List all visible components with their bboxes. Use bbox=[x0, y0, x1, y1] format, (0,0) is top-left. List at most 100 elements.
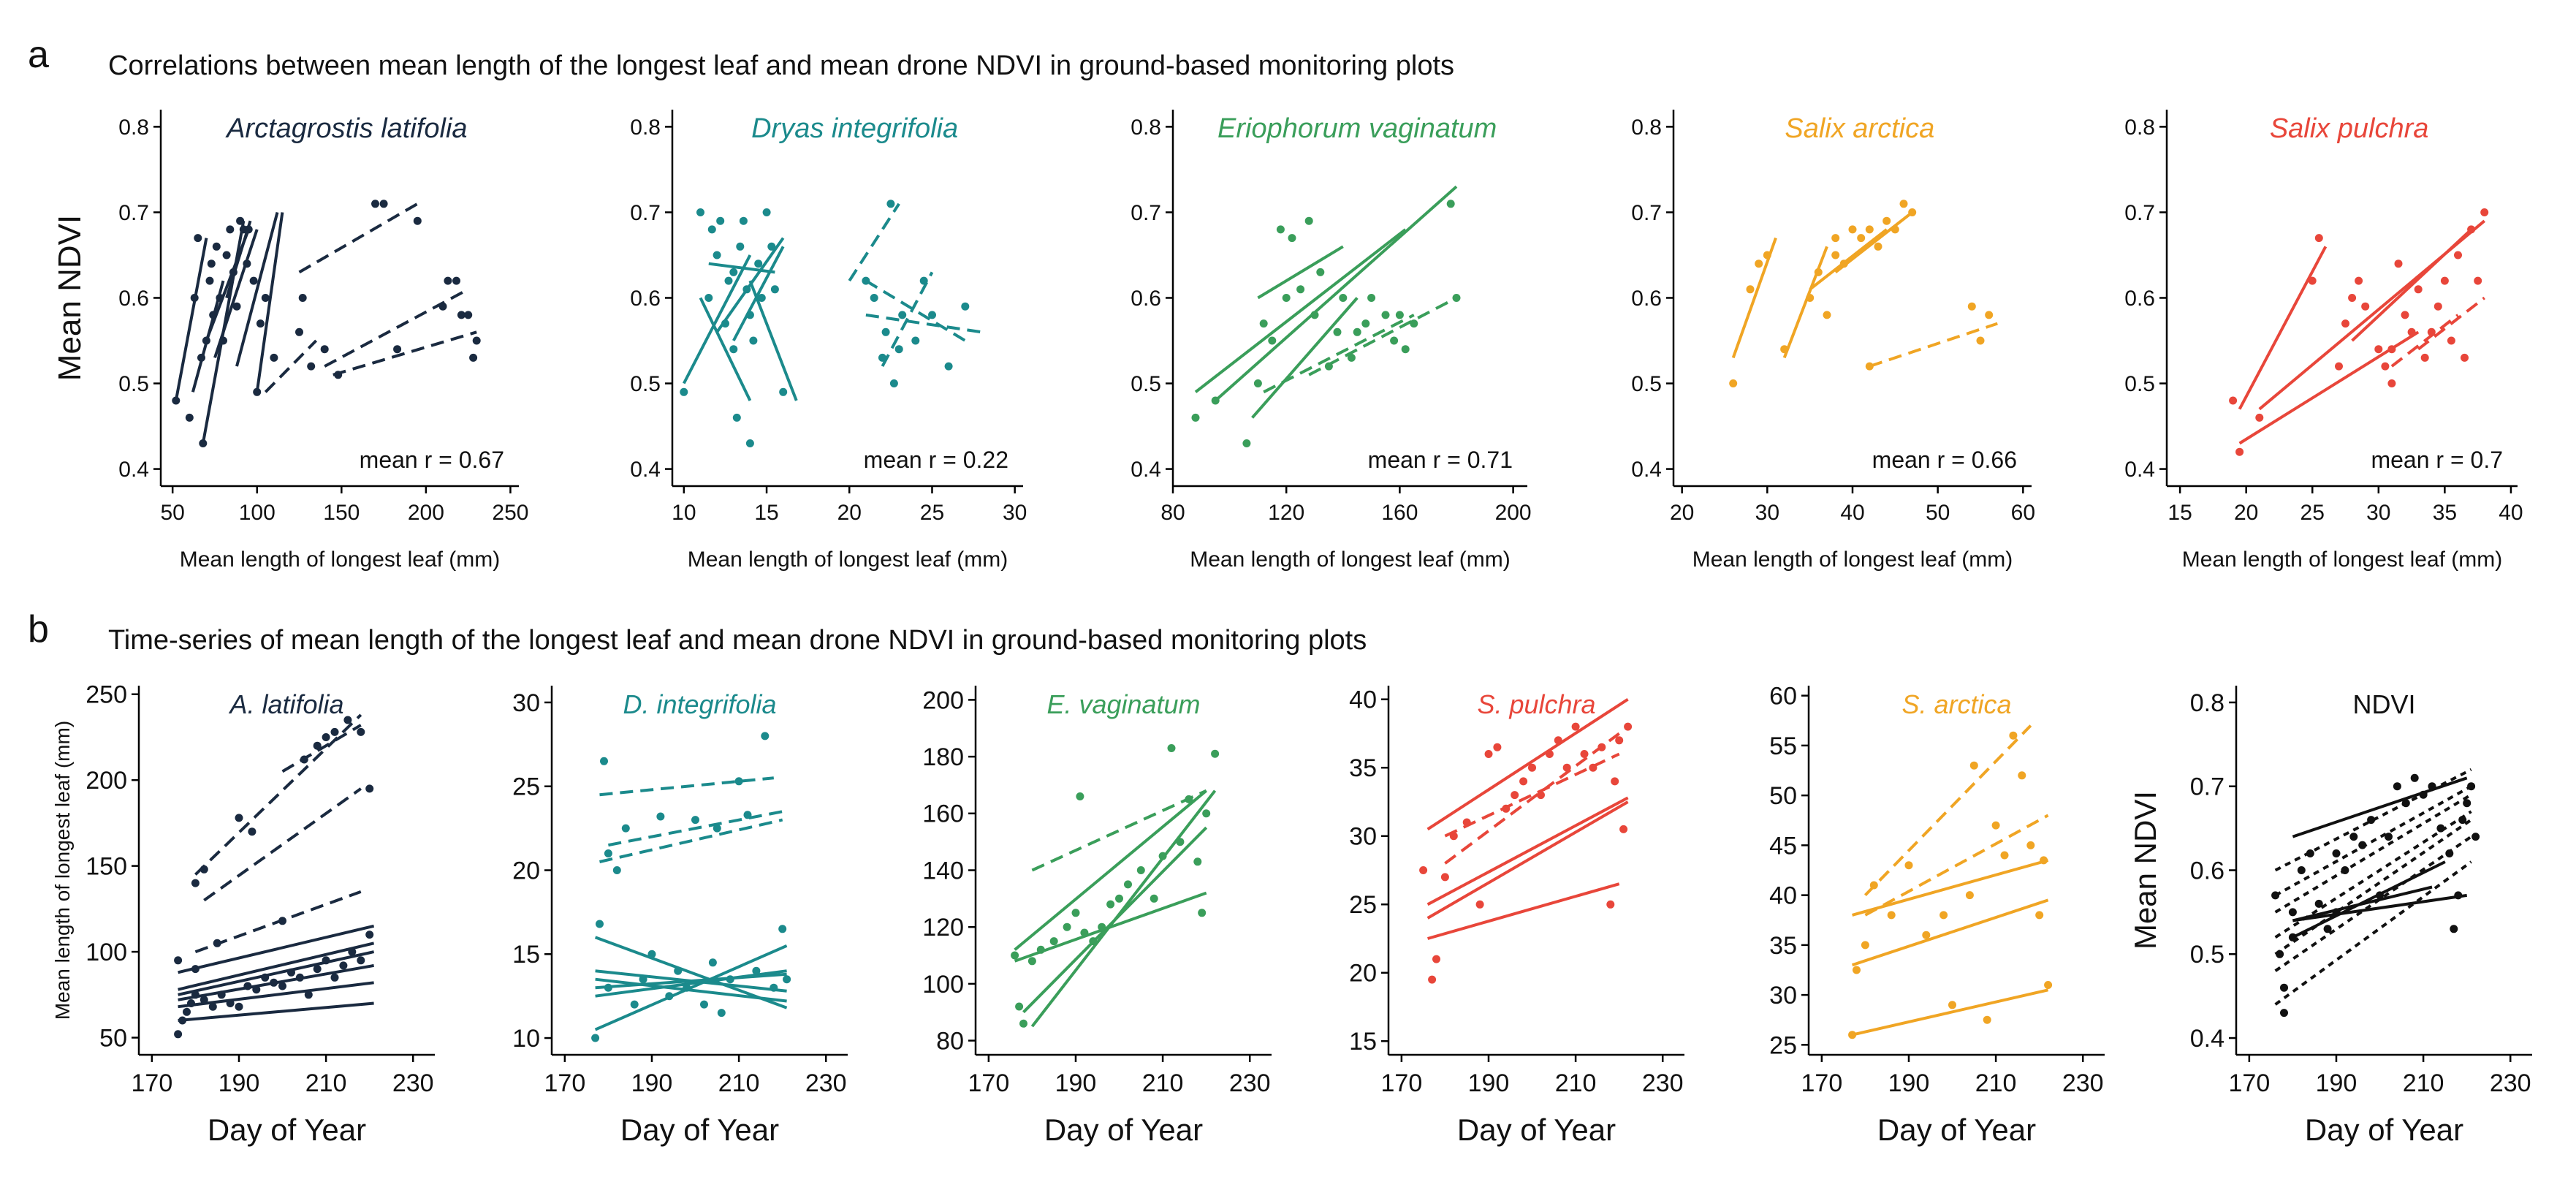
data-point bbox=[1874, 242, 1882, 251]
data-point bbox=[1475, 900, 1484, 909]
x-tick-label: 10 bbox=[672, 501, 696, 525]
data-point bbox=[304, 990, 313, 999]
correlation-annotation: mean r = 0.22 bbox=[864, 447, 1008, 473]
data-point bbox=[1502, 804, 1511, 813]
x-tick-label: 250 bbox=[492, 501, 528, 525]
series-line bbox=[2274, 860, 2472, 1006]
series-line bbox=[848, 202, 900, 282]
data-point bbox=[1848, 1031, 1857, 1039]
data-point bbox=[178, 1016, 187, 1025]
x-tick-label: 100 bbox=[239, 501, 276, 525]
plot-title: Arctagrostis latifolia bbox=[225, 113, 467, 144]
data-point bbox=[1136, 866, 1145, 874]
x-axis-label: Day of Year bbox=[1877, 1113, 2036, 1147]
series-line bbox=[178, 950, 375, 996]
data-point bbox=[1381, 311, 1390, 319]
data-point bbox=[172, 396, 181, 405]
series-line bbox=[708, 262, 775, 274]
plot-3: 0.4 0.5 0.6 0.7 0.8 80 120 160 200 Mean length of… bbox=[1131, 110, 1532, 572]
series-line bbox=[1864, 814, 2049, 917]
series-line bbox=[281, 724, 362, 773]
data-point bbox=[2454, 891, 2463, 900]
data-point bbox=[1049, 937, 1058, 946]
x-tick-label: 230 bbox=[392, 1069, 434, 1097]
y-tick-label: 0.8 bbox=[2190, 689, 2224, 717]
data-point bbox=[889, 379, 898, 387]
x-tick-label: 230 bbox=[805, 1069, 847, 1097]
data-point bbox=[1985, 311, 1994, 319]
x-tick-label: 210 bbox=[1975, 1069, 2017, 1097]
data-point bbox=[729, 345, 738, 354]
data-point bbox=[313, 965, 322, 974]
plot-title: NDVI bbox=[2352, 689, 2415, 719]
data-point bbox=[1185, 795, 1193, 803]
y-tick-label: 250 bbox=[86, 681, 127, 709]
data-point bbox=[348, 947, 357, 956]
x-tick-label: 15 bbox=[754, 501, 778, 525]
data-point bbox=[2458, 816, 2467, 825]
series-line bbox=[1852, 988, 2049, 1037]
x-axis-label: Day of Year bbox=[1457, 1113, 1616, 1147]
y-tick-label: 50 bbox=[99, 1024, 127, 1052]
data-point bbox=[235, 814, 243, 822]
panel-a-letter: a bbox=[28, 34, 49, 76]
series-line bbox=[1809, 228, 1888, 291]
data-point bbox=[1288, 234, 1296, 243]
data-point bbox=[464, 311, 473, 319]
y-tick-label: 0.5 bbox=[2190, 941, 2224, 969]
data-point bbox=[724, 276, 733, 285]
data-point bbox=[894, 345, 903, 354]
data-point bbox=[2358, 841, 2367, 849]
data-point bbox=[1493, 743, 1502, 751]
data-point bbox=[261, 973, 270, 982]
data-point bbox=[256, 319, 265, 328]
data-point bbox=[194, 234, 202, 243]
series-line bbox=[594, 936, 788, 1009]
panel-b-letter: b bbox=[28, 608, 49, 651]
series-line bbox=[2274, 818, 2472, 955]
data-point bbox=[295, 327, 303, 336]
data-point bbox=[1428, 975, 1437, 984]
data-point bbox=[199, 439, 208, 447]
series-line bbox=[881, 271, 934, 368]
series-line bbox=[2274, 835, 2472, 972]
data-point bbox=[1545, 750, 1554, 758]
data-point bbox=[469, 353, 478, 362]
data-point bbox=[1211, 396, 1220, 405]
data-point bbox=[248, 827, 257, 836]
series-line bbox=[255, 212, 284, 393]
panel-b-heading: Time-series of mean length of the longes… bbox=[108, 625, 1367, 656]
data-point bbox=[713, 251, 721, 259]
data-point bbox=[2454, 251, 2462, 259]
plot-9: 15 20 25 30 35 40 170 190 210 230 Day of Year S. pu… bbox=[1349, 686, 1684, 1147]
data-point bbox=[226, 225, 235, 234]
data-point bbox=[1089, 937, 1098, 946]
data-point bbox=[1597, 743, 1606, 751]
data-point bbox=[1562, 763, 1571, 772]
data-point bbox=[278, 917, 286, 925]
data-point bbox=[1080, 928, 1089, 937]
data-point bbox=[191, 990, 200, 999]
data-point bbox=[1746, 285, 1755, 294]
data-point bbox=[413, 216, 422, 225]
series-line bbox=[213, 229, 259, 359]
series-line bbox=[1426, 796, 1629, 906]
data-point bbox=[757, 294, 766, 302]
plot-6: 50 100 150 200 250 170 190 210 230 Day of Year Mea… bbox=[51, 681, 435, 1147]
data-point bbox=[472, 336, 481, 345]
series-line bbox=[2292, 885, 2433, 922]
y-tick-label: 200 bbox=[86, 767, 127, 795]
y-tick-label: 60 bbox=[1769, 683, 1797, 711]
y-tick-label: 160 bbox=[922, 800, 964, 828]
data-point bbox=[754, 259, 763, 268]
data-point bbox=[2428, 782, 2436, 791]
series-line bbox=[1014, 789, 1207, 951]
data-point bbox=[2332, 908, 2341, 917]
data-point bbox=[1316, 268, 1325, 276]
x-tick-label: 230 bbox=[1229, 1069, 1271, 1097]
series-line bbox=[1426, 800, 1629, 920]
series-line bbox=[1251, 297, 1359, 419]
x-tick-label: 190 bbox=[1055, 1069, 1097, 1097]
series-line bbox=[1834, 211, 1913, 273]
x-tick-label: 35 bbox=[2433, 501, 2457, 525]
